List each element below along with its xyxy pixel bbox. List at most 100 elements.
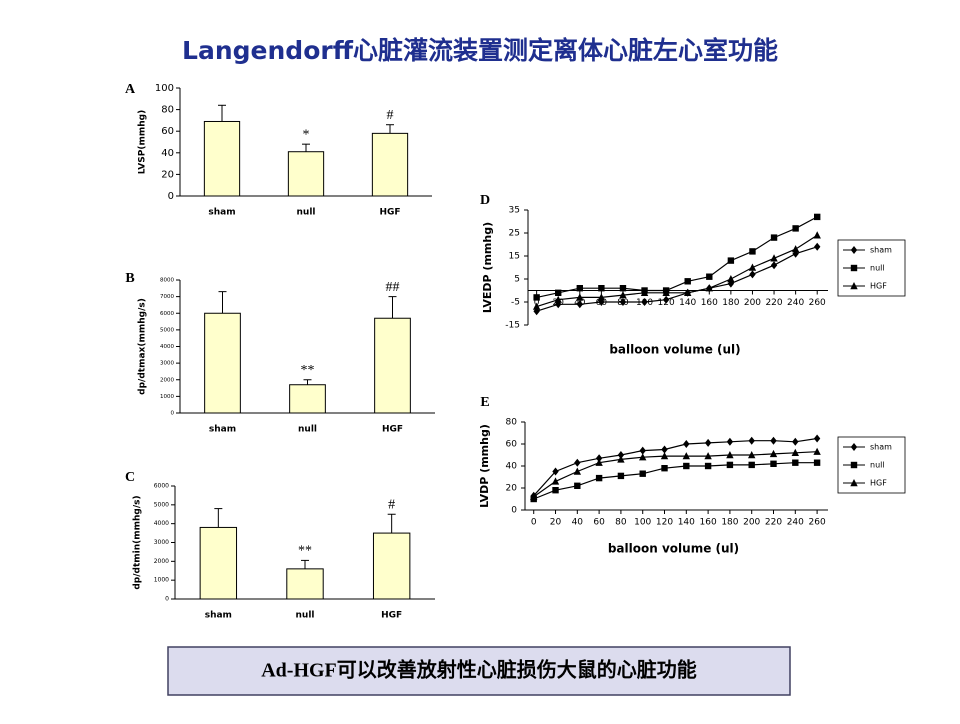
data-point [662, 288, 670, 296]
data-point [792, 459, 799, 466]
legend-marker [850, 282, 858, 290]
data-point [706, 273, 713, 280]
panel-label: E [480, 395, 489, 410]
data-point [684, 278, 691, 285]
x-tick-label: HGF [382, 425, 403, 435]
y-tick-label: 80 [161, 105, 174, 116]
x-tick-label: 160 [701, 298, 718, 308]
bar [286, 568, 324, 600]
data-point [792, 249, 799, 258]
y-tick-label: 2000 [154, 558, 169, 565]
y-axis-label: dp/dtmax(mmhg/s) [138, 298, 148, 395]
data-point [814, 242, 821, 251]
y-tick-label: 4000 [154, 520, 169, 527]
data-point [555, 289, 562, 296]
data-point [552, 467, 559, 476]
data-point [576, 285, 583, 292]
significance-mark: ## [386, 280, 400, 295]
data-point [684, 288, 692, 296]
data-point [639, 453, 647, 461]
data-point [769, 449, 778, 458]
y-tick-label: 0 [168, 191, 174, 202]
data-point [683, 462, 690, 470]
bar [287, 151, 325, 197]
bar [374, 317, 411, 414]
bar [199, 526, 238, 600]
y-tick-label: -15 [505, 321, 520, 331]
data-point [617, 455, 625, 463]
x-tick-label: sham [208, 208, 235, 218]
data-point [770, 261, 778, 270]
data-point [748, 436, 755, 445]
x-tick-label: 200 [744, 298, 761, 308]
data-point [617, 472, 625, 480]
data-point [595, 458, 603, 466]
data-point [639, 446, 646, 455]
y-tick-label: 60 [161, 126, 174, 137]
x-tick-label: HGF [381, 611, 402, 621]
bar [372, 532, 411, 600]
data-point [660, 452, 669, 460]
legend-label: null [870, 264, 885, 273]
data-point [727, 257, 735, 264]
data-point [748, 263, 757, 271]
x-tick-label: null [297, 208, 316, 218]
x-tick-label: 120 [656, 518, 673, 528]
data-point [748, 461, 755, 469]
x-tick-label: 60 [593, 518, 605, 528]
bar [371, 132, 409, 197]
legend-label: sham [870, 246, 892, 255]
x-tick-label: null [298, 425, 317, 435]
data-point [574, 482, 581, 489]
y-tick-label: 35 [509, 206, 520, 216]
x-tick-label: 100 [634, 518, 651, 528]
y-tick-label: 7000 [160, 294, 174, 300]
data-point [639, 470, 646, 477]
y-tick-label: 3000 [160, 361, 174, 367]
data-point [554, 295, 562, 303]
x-tick-label: 160 [700, 518, 717, 528]
y-tick-label: 1000 [154, 577, 169, 584]
y-tick-label: 5 [514, 275, 520, 285]
data-point [705, 284, 713, 292]
data-point [619, 291, 627, 299]
x-tick-label: 80 [615, 518, 627, 528]
legend-label: HGF [870, 282, 887, 291]
significance-mark: ** [301, 363, 315, 378]
data-point [640, 288, 649, 296]
y-axis-label: LVSP(mmhg) [138, 110, 148, 174]
data-point [813, 447, 821, 455]
bar [289, 384, 326, 414]
x-tick-label: 240 [787, 298, 804, 308]
y-tick-label: 8000 [160, 278, 174, 284]
data-point [551, 477, 560, 485]
data-point [726, 437, 734, 446]
data-point [813, 434, 821, 443]
legend-marker [850, 443, 858, 451]
x-tick-label: 220 [765, 298, 782, 308]
y-tick-label: 20 [506, 484, 518, 494]
significance-mark: ** [298, 544, 312, 559]
data-point [813, 459, 821, 466]
significance-mark: * [303, 127, 310, 142]
x-axis-label: balloon volume (ul) [609, 343, 740, 357]
y-tick-label: 20 [161, 169, 174, 180]
x-tick-label: 200 [743, 518, 760, 528]
data-point [727, 275, 735, 283]
y-tick-label: 60 [506, 440, 518, 450]
data-point [533, 294, 540, 301]
data-point [661, 465, 668, 472]
y-tick-label: 80 [506, 418, 518, 428]
x-tick-label: 20 [550, 518, 562, 528]
data-point [598, 298, 605, 306]
data-point [597, 293, 606, 301]
series-line [533, 451, 818, 498]
y-tick-label: 6000 [160, 311, 174, 317]
series-line [536, 234, 818, 308]
data-point [792, 225, 799, 232]
y-axis-label: dp/dtmin(mmhg/s) [133, 495, 143, 589]
y-tick-label: 0 [171, 411, 175, 417]
series-line [533, 437, 818, 497]
data-point [617, 451, 625, 459]
